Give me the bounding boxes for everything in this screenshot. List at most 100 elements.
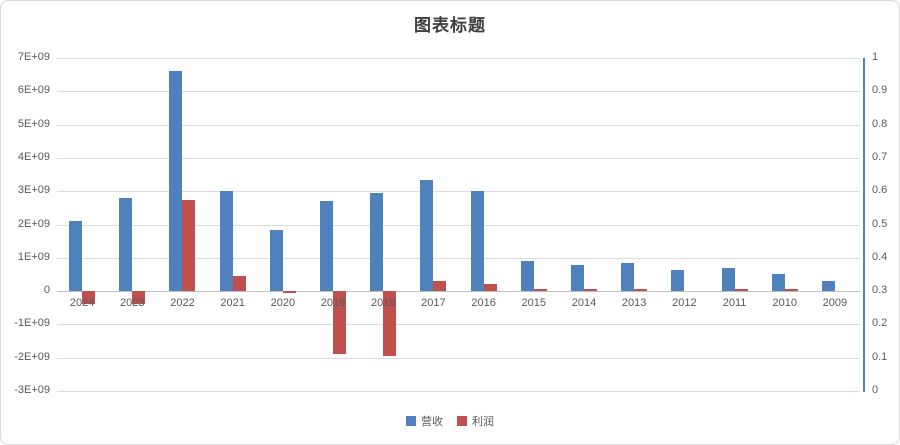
x-axis-label-2013: 2013 bbox=[621, 297, 647, 310]
right-axis-tick: 0.8 bbox=[872, 117, 888, 130]
x-axis-label-2020: 2020 bbox=[270, 297, 296, 310]
left-axis-tick: 1E+09 bbox=[17, 250, 50, 263]
legend: 营收 利润 bbox=[0, 413, 900, 429]
bar-revenue-2020 bbox=[269, 229, 283, 292]
bar-revenue-2013 bbox=[621, 262, 635, 292]
category-group-2023: 2023 bbox=[107, 58, 157, 391]
gridline bbox=[57, 91, 860, 93]
gridline bbox=[57, 58, 860, 59]
legend-item-profit: 利润 bbox=[457, 413, 494, 429]
right-axis-line bbox=[863, 58, 865, 392]
category-group-2017: 2017 bbox=[408, 58, 458, 391]
bar-revenue-2010 bbox=[771, 274, 785, 292]
right-axis-tick: 0.2 bbox=[872, 317, 888, 330]
bar-profit-2011 bbox=[734, 289, 748, 292]
x-axis-label-2010: 2010 bbox=[772, 297, 797, 310]
left-axis-tick: 6E+09 bbox=[17, 84, 50, 97]
bar-profit-2015 bbox=[533, 289, 547, 292]
bar-revenue-2022 bbox=[169, 71, 183, 292]
left-axis-tick: 2E+09 bbox=[17, 217, 50, 230]
x-axis-label-2022: 2022 bbox=[170, 297, 195, 310]
bar-profit-2021 bbox=[232, 276, 246, 292]
legend-label-revenue: 营收 bbox=[421, 416, 443, 428]
gridline bbox=[57, 324, 860, 326]
category-group-2019: 2019 bbox=[308, 58, 358, 391]
x-axis-label-2016: 2016 bbox=[471, 297, 496, 310]
left-axis-tick: 5E+09 bbox=[17, 117, 50, 130]
bar-profit-2020 bbox=[282, 291, 296, 293]
left-axis-tick: 4E+09 bbox=[17, 150, 50, 163]
bar-revenue-2012 bbox=[671, 269, 685, 292]
gridline bbox=[57, 191, 860, 193]
gridline bbox=[57, 257, 860, 259]
bar-revenue-2018 bbox=[370, 192, 384, 292]
bar-profit-2024 bbox=[82, 291, 96, 305]
bar-revenue-2016 bbox=[470, 191, 484, 292]
bar-profit-2014 bbox=[583, 289, 597, 292]
category-group-2013: 2013 bbox=[609, 58, 659, 391]
right-axis-tick: 0.5 bbox=[872, 217, 888, 230]
x-axis-label-2015: 2015 bbox=[521, 297, 547, 310]
bar-profit-2017 bbox=[433, 281, 447, 292]
chart-title: 图表标题 bbox=[414, 16, 486, 35]
bar-profit-2013 bbox=[634, 289, 648, 292]
bar-profit-2016 bbox=[483, 284, 497, 292]
x-axis-label-2014: 2014 bbox=[571, 297, 597, 310]
category-group-2022: 2022 bbox=[157, 58, 207, 391]
bar-revenue-2009 bbox=[821, 281, 835, 292]
left-axis-tick: -1E+09 bbox=[14, 317, 50, 330]
x-axis-label-2017: 2017 bbox=[421, 297, 446, 310]
bar-profit-2019 bbox=[333, 291, 347, 355]
zero-axis-line bbox=[57, 291, 860, 293]
x-axis-label-2023: 2023 bbox=[120, 297, 145, 310]
category-group-2024: 2024 bbox=[57, 58, 107, 391]
bar-profit-2010 bbox=[784, 289, 798, 292]
right-axis-tick: 0.4 bbox=[872, 250, 888, 263]
right-axis-tick: 0.7 bbox=[872, 150, 888, 163]
right-axis-tick: 0.6 bbox=[872, 184, 888, 197]
gridline bbox=[57, 357, 860, 359]
x-axis-label-2011: 2011 bbox=[722, 297, 747, 310]
legend-label-profit: 利润 bbox=[472, 416, 494, 428]
gridline bbox=[57, 391, 860, 392]
bar-profit-2018 bbox=[383, 291, 397, 356]
category-group-2014: 2014 bbox=[559, 58, 609, 391]
right-axis-tick: 0.1 bbox=[872, 350, 888, 363]
category-group-2010: 2010 bbox=[760, 58, 810, 391]
category-group-2021: 2021 bbox=[208, 58, 258, 391]
category-group-2020: 2020 bbox=[258, 58, 308, 391]
bar-profit-2022 bbox=[182, 199, 196, 292]
legend-item-revenue: 营收 bbox=[406, 413, 443, 429]
right-axis-tick: 0.9 bbox=[872, 84, 888, 97]
bar-revenue-2024 bbox=[69, 221, 83, 292]
x-axis-label-2018: 2018 bbox=[370, 297, 396, 310]
gridline bbox=[57, 157, 860, 159]
left-axis-tick: 7E+09 bbox=[17, 51, 50, 63]
x-axis-label-2021: 2021 bbox=[220, 297, 245, 310]
bar-revenue-2017 bbox=[420, 179, 434, 292]
right-axis-tick: 0.3 bbox=[872, 284, 888, 297]
category-group-2009: 2009 bbox=[810, 58, 860, 391]
category-group-2018: 2018 bbox=[358, 58, 408, 391]
bar-revenue-2023 bbox=[119, 197, 133, 292]
category-group-2016: 2016 bbox=[459, 58, 509, 391]
x-axis-label-2009: 2009 bbox=[822, 297, 848, 310]
gridline bbox=[57, 124, 860, 126]
left-axis-tick: -3E+09 bbox=[14, 384, 50, 396]
category-group-2015: 2015 bbox=[509, 58, 559, 391]
revenue-swatch-icon bbox=[406, 416, 416, 426]
x-axis-label-2012: 2012 bbox=[672, 297, 697, 310]
plot-area: 2024 2023 2022 2021 2020 2019 2018 2017 2016 2015… bbox=[57, 58, 860, 392]
left-axis-tick: 0 bbox=[43, 284, 50, 297]
bar-revenue-2021 bbox=[219, 191, 233, 292]
profit-swatch-icon bbox=[457, 416, 467, 426]
x-axis-label-2024: 2024 bbox=[69, 297, 95, 310]
category-group-2012: 2012 bbox=[659, 58, 709, 391]
x-axis-label-2019: 2019 bbox=[320, 297, 346, 310]
left-axis-tick: -2E+09 bbox=[14, 350, 50, 363]
category-group-2011: 2011 bbox=[709, 58, 759, 391]
right-axis-tick: 1 bbox=[872, 51, 879, 63]
gridline bbox=[57, 224, 860, 226]
bar-profit-2023 bbox=[132, 291, 146, 305]
